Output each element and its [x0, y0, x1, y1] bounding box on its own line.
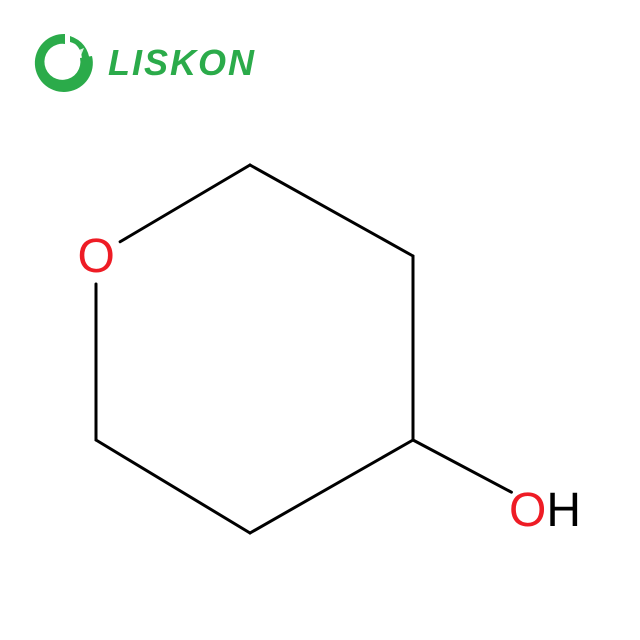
bond [120, 165, 250, 242]
bond [96, 440, 250, 533]
bond [250, 440, 413, 533]
atom-label-OH: OH [509, 483, 581, 538]
bond [250, 165, 413, 256]
bond [413, 440, 511, 492]
molecule-diagram [0, 0, 640, 640]
atom-label-O1: O [78, 229, 115, 284]
